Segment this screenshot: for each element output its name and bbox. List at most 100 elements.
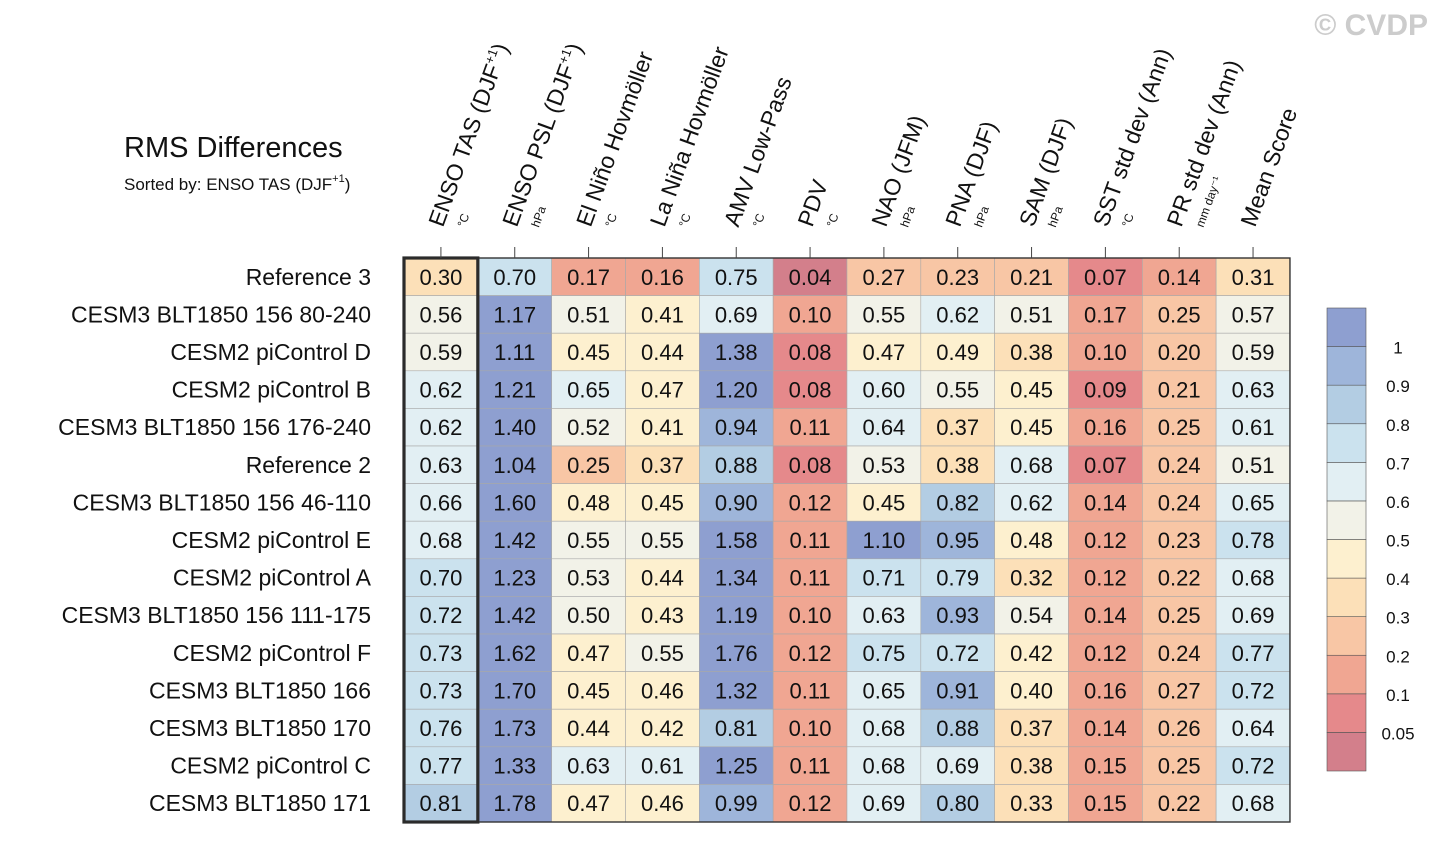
- colorbar-swatch: [1326, 616, 1367, 656]
- heatmap-cell: [846, 332, 922, 372]
- colorbar-tick-label: 0.5: [1386, 532, 1410, 551]
- column-unit-label: hPa: [528, 204, 549, 229]
- cell-value-label: 0.10: [1084, 340, 1127, 365]
- cell-value-label: 0.10: [789, 603, 832, 628]
- cell-value-label: 0.63: [420, 453, 463, 478]
- cell-value-label: 0.33: [1010, 791, 1053, 816]
- heatmap-cell: [403, 746, 479, 785]
- cell-value-label: 0.57: [1232, 302, 1275, 327]
- heatmap-cell: [772, 633, 848, 672]
- heatmap-cell: [477, 370, 552, 409]
- row-label: CESM2 piControl B: [172, 377, 371, 403]
- chart-title: RMS Differences: [124, 132, 343, 164]
- cell-value-label: 0.46: [641, 678, 684, 703]
- heatmap-cell: [625, 633, 700, 672]
- cell-value-label: 0.55: [862, 302, 905, 327]
- cell-value-label: 0.47: [567, 641, 610, 666]
- heatmap-cell: [1215, 257, 1291, 296]
- heatmap-cell: [477, 257, 552, 296]
- heatmap-cell: [699, 257, 774, 296]
- cell-value-label: 0.21: [1010, 265, 1053, 290]
- heatmap-cell: [1215, 445, 1291, 484]
- cell-value-label: 0.47: [567, 791, 610, 816]
- cell-value-label: 0.70: [420, 566, 463, 591]
- cell-value-label: 0.75: [862, 641, 905, 666]
- heatmap-cell: [403, 370, 479, 409]
- heatmap-cell: [772, 671, 848, 710]
- row-label: CESM2 piControl D: [170, 339, 371, 365]
- cell-value-label: 0.63: [567, 754, 610, 779]
- heatmap-cell: [1142, 332, 1217, 372]
- cell-value-label: 0.37: [936, 415, 979, 440]
- cell-value-label: 0.41: [641, 302, 684, 327]
- heatmap-cell: [772, 370, 848, 409]
- cell-value-label: 1.78: [493, 791, 536, 816]
- cell-value-label: 0.22: [1158, 566, 1201, 591]
- column-labels: ENSO TAS (DJF+1)°C ENSO PSL (DJF+1)hPa El …: [423, 40, 1302, 258]
- colorbar-tick-label: 0.1: [1386, 686, 1410, 705]
- cell-value-label: 0.45: [1010, 378, 1053, 403]
- cell-value-label: 0.45: [641, 490, 684, 515]
- heatmap-cell: [403, 520, 479, 560]
- heatmap-cell: [920, 520, 995, 560]
- cell-value-label: 0.11: [789, 566, 830, 591]
- subtitle-superscript: +1: [332, 173, 345, 185]
- heatmap-cell: [625, 370, 700, 409]
- cell-value-label: 0.61: [641, 754, 684, 779]
- cell-value-label: 0.12: [1084, 528, 1127, 553]
- heatmap-cell: [403, 257, 479, 296]
- cell-value-label: 0.69: [862, 791, 905, 816]
- heatmap-cell: [403, 445, 479, 484]
- heatmap-cell: [920, 558, 995, 597]
- cell-value-label: 0.95: [936, 528, 979, 553]
- column-label: AMV Low-Pass: [719, 73, 797, 230]
- heatmap-cell: [1068, 445, 1143, 484]
- heatmap-cell: [1215, 370, 1291, 409]
- cell-value-label: 0.15: [1084, 791, 1127, 816]
- heatmap-cell: [846, 708, 922, 748]
- cell-value-label: 0.75: [715, 265, 758, 290]
- cell-value-label: 0.48: [1010, 528, 1053, 553]
- heatmap-cell: [1142, 483, 1217, 522]
- colorbar-swatch: [1326, 346, 1367, 386]
- heatmap-cell: [699, 295, 774, 334]
- heatmap-cell: [403, 483, 479, 522]
- heatmap-cell: [846, 295, 922, 334]
- colorbar-tick-label: 0.6: [1386, 493, 1410, 512]
- cell-value-label: 0.59: [420, 340, 463, 365]
- row-label: CESM2 piControl C: [170, 753, 371, 779]
- cell-value-label: 0.45: [862, 490, 905, 515]
- heatmap-cell: [625, 483, 700, 522]
- column-unit-label: °C: [676, 211, 694, 229]
- cell-value-label: 0.77: [420, 754, 463, 779]
- cell-value-label: 0.69: [936, 754, 979, 779]
- cell-value-label: 0.64: [1232, 716, 1275, 741]
- cell-value-label: 0.68: [420, 528, 463, 553]
- cell-value-label: 0.24: [1158, 641, 1201, 666]
- cell-value-label: 0.38: [936, 453, 979, 478]
- column-unit-label: °C: [455, 211, 473, 229]
- colorbar-tick-label: 0.7: [1386, 454, 1410, 473]
- heatmap-cell: [1068, 483, 1143, 522]
- column-label: ENSO PSL (DJF+1): [497, 40, 587, 230]
- colorbar-swatch: [1326, 462, 1367, 502]
- cell-value-label: 1.73: [493, 716, 536, 741]
- cell-value-label: 0.16: [641, 265, 684, 290]
- cell-value-label: 1.38: [715, 340, 758, 365]
- heatmap-cell: [1142, 784, 1217, 823]
- cell-value-label: 0.14: [1084, 490, 1127, 515]
- cell-value-label: 1.23: [493, 566, 536, 591]
- cell-value-label: 1.40: [493, 415, 536, 440]
- cell-value-label: 0.61: [1232, 415, 1275, 440]
- cell-value-label: 0.65: [1232, 490, 1275, 515]
- colorbar-swatch: [1326, 577, 1367, 617]
- cell-value-label: 0.25: [1158, 302, 1201, 327]
- heatmap-cell: [1215, 558, 1291, 597]
- cell-value-label: 0.53: [862, 453, 905, 478]
- heatmap-cell: [477, 746, 552, 785]
- heatmap-cell: [920, 295, 995, 334]
- heatmap-cell: [699, 596, 774, 635]
- heatmap-cell: [846, 558, 922, 597]
- heatmap-cell: [625, 520, 700, 560]
